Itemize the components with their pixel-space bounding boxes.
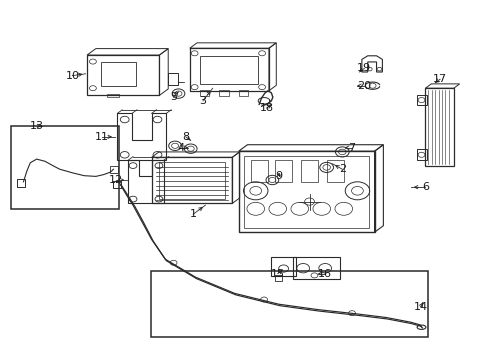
- Bar: [150, 271, 427, 337]
- Text: 20: 20: [357, 81, 370, 91]
- Bar: [416, 149, 427, 160]
- Bar: [326, 160, 343, 182]
- Text: 8: 8: [182, 132, 189, 142]
- Text: 19: 19: [357, 63, 370, 73]
- Bar: [244, 156, 368, 228]
- Bar: [106, 94, 119, 97]
- Bar: [168, 73, 178, 85]
- Bar: [416, 95, 427, 105]
- Text: 6: 6: [421, 182, 428, 192]
- Bar: [275, 275, 282, 281]
- Text: 15: 15: [270, 269, 284, 279]
- Text: 7: 7: [348, 143, 355, 153]
- Bar: [293, 257, 339, 279]
- Bar: [275, 160, 292, 182]
- Text: 16: 16: [318, 269, 331, 279]
- Bar: [159, 162, 224, 199]
- Bar: [151, 157, 232, 203]
- Bar: [238, 90, 248, 96]
- Text: 18: 18: [259, 103, 273, 113]
- Bar: [425, 88, 453, 166]
- Bar: [250, 160, 267, 182]
- Text: 12: 12: [109, 175, 123, 185]
- Text: 14: 14: [413, 302, 427, 312]
- Text: 4: 4: [177, 143, 184, 153]
- Text: 3: 3: [199, 96, 206, 106]
- Bar: [101, 62, 136, 86]
- Text: 17: 17: [432, 74, 446, 84]
- Bar: [199, 90, 209, 96]
- Text: 2: 2: [338, 164, 345, 174]
- Text: 5: 5: [170, 92, 177, 102]
- Bar: [113, 181, 121, 188]
- Bar: [189, 48, 268, 91]
- Text: 10: 10: [65, 71, 79, 81]
- Text: 9: 9: [275, 171, 282, 181]
- Bar: [238, 151, 374, 232]
- Bar: [200, 56, 258, 84]
- Bar: [11, 126, 119, 209]
- Bar: [87, 55, 159, 95]
- Text: 13: 13: [30, 121, 43, 131]
- Text: 1: 1: [189, 209, 196, 219]
- Bar: [17, 179, 25, 187]
- Bar: [110, 166, 118, 173]
- Text: 11: 11: [95, 132, 108, 142]
- Bar: [301, 160, 318, 182]
- Bar: [219, 90, 228, 96]
- Bar: [271, 257, 295, 276]
